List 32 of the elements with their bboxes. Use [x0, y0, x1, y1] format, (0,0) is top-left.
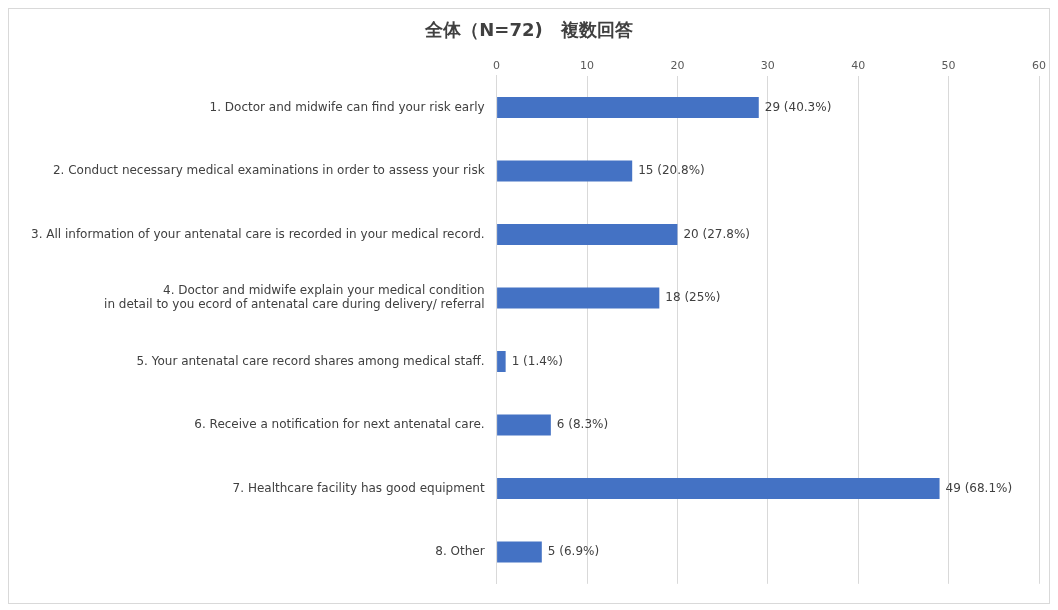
- data-label: 49 (68.1%): [945, 480, 1013, 495]
- y-tick-label: 3. All information of your antenatal care is recorded in your medical record.: [30, 226, 485, 241]
- bar: [497, 414, 551, 436]
- chart-title: 全体（N=72) 複数回答: [424, 19, 633, 41]
- x-tick-label: 20: [670, 59, 685, 73]
- data-label: 15 (20.8%): [638, 163, 705, 178]
- x-tick-label: 60: [1032, 59, 1046, 73]
- data-label: 1 (1.4%): [511, 353, 563, 368]
- x-tick-label: 50: [941, 59, 956, 73]
- data-label: 29 (40.3%): [764, 99, 832, 114]
- y-tick-label: 7. Healthcare facility has good equipment: [232, 480, 485, 495]
- x-tick-label: 40: [851, 59, 866, 73]
- x-tick-label: 10: [580, 59, 594, 73]
- x-tick-label: 30: [760, 59, 775, 73]
- y-tick-label: 6. Receive a notification for next antenatal care.: [194, 417, 485, 432]
- y-tick-label: 4. Doctor and midwife explain your medical condition in detail to you ecord of antenatal care during delivery/ referral: [104, 282, 485, 312]
- bar: [497, 351, 506, 373]
- y-tick-label: 2. Conduct necessary medical examinations in order to assess your risk: [52, 163, 485, 178]
- bar: [497, 478, 940, 500]
- y-tick-label: 8. Other: [435, 544, 485, 559]
- data-label: 20 (27.8%): [683, 226, 750, 241]
- data-label: 5 (6.9%): [547, 544, 600, 559]
- x-tick-label: 0: [493, 59, 501, 73]
- data-label: 6 (8.3%): [556, 417, 609, 432]
- bar: [497, 224, 678, 246]
- bar: [497, 541, 542, 563]
- bar: [497, 160, 633, 182]
- data-label: 18 (25%): [665, 290, 721, 305]
- y-tick-label: 5. Your antenatal care record shares among medical staff.: [136, 353, 485, 368]
- bar: [497, 97, 759, 119]
- bar: [497, 287, 660, 309]
- y-tick-label: 1. Doctor and midwife can find your risk early: [209, 99, 485, 114]
